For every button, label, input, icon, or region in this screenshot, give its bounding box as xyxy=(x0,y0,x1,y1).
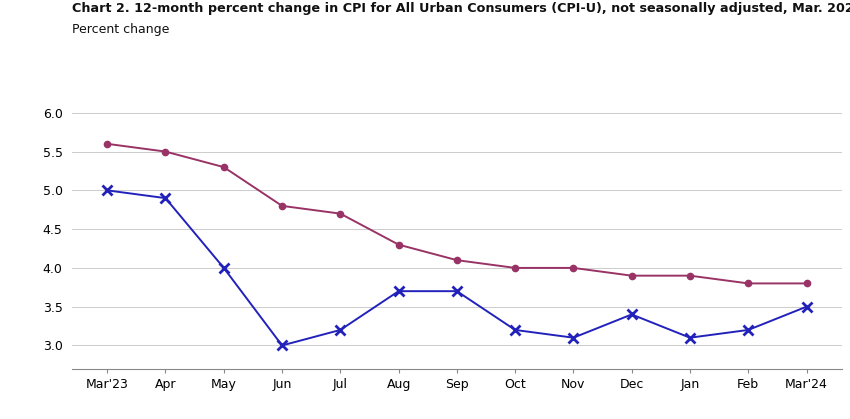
Text: Chart 2. 12-month percent change in CPI for All Urban Consumers (CPI-U), not sea: Chart 2. 12-month percent change in CPI … xyxy=(72,2,850,15)
Text: Percent change: Percent change xyxy=(72,23,170,36)
